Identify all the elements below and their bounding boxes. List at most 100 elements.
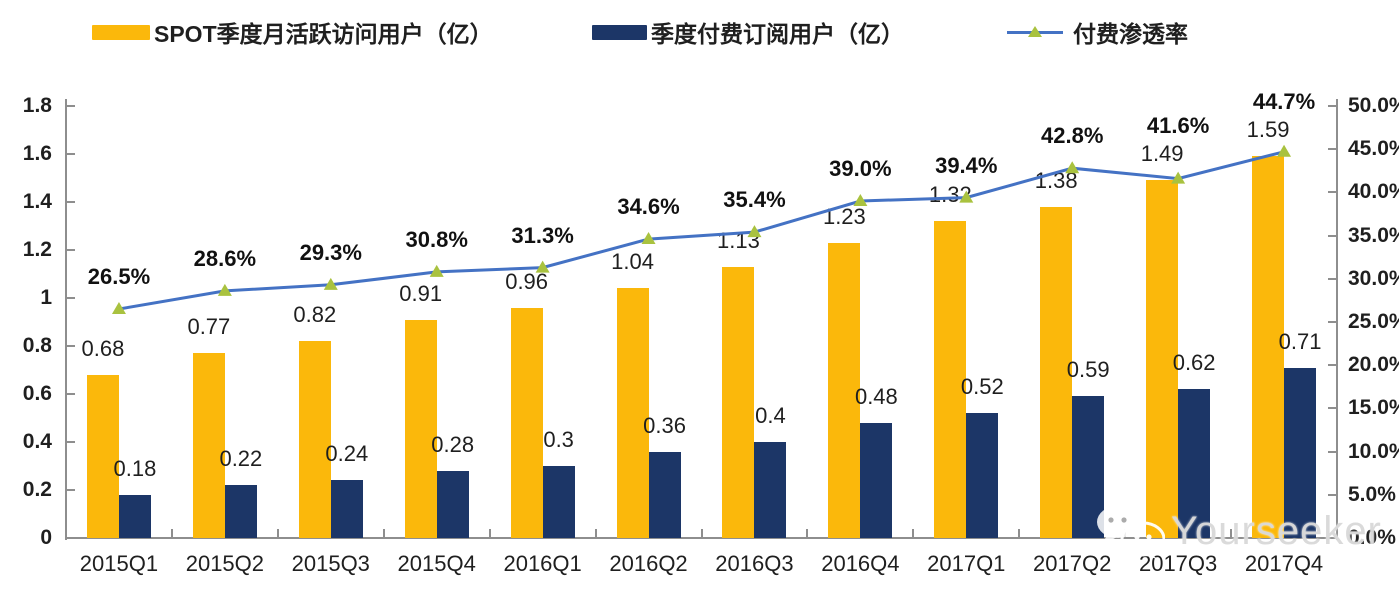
subs-bar xyxy=(1072,396,1105,538)
left-axis-tick xyxy=(67,345,75,347)
subs-bar xyxy=(966,413,999,538)
left-axis-tick xyxy=(67,537,75,539)
left-axis-tick xyxy=(67,249,75,251)
subs-bar-label: 0.59 xyxy=(1066,357,1110,383)
left-axis-tick-label: 0.6 xyxy=(22,382,52,405)
left-axis-tick xyxy=(67,393,75,395)
subs-bar xyxy=(754,442,787,538)
left-axis-tick-label: 1.4 xyxy=(22,190,52,213)
x-axis-tick xyxy=(1018,529,1021,537)
watermark-text: Yourseeker xyxy=(1171,508,1382,553)
x-axis-label: 2015Q3 xyxy=(291,551,370,576)
subs-bar-label: 0.4 xyxy=(755,403,786,428)
mau-bar xyxy=(86,374,119,538)
right-axis-tick-label: 15.0% xyxy=(1348,396,1399,420)
subs-bar-label: 0.52 xyxy=(960,374,1004,400)
right-axis-tick-label: 50.0% xyxy=(1348,94,1399,117)
right-axis-tick-label: 25.0% xyxy=(1348,310,1399,333)
left-axis-tick xyxy=(67,105,75,107)
subs-bar xyxy=(1284,367,1317,538)
left-axis-line xyxy=(65,99,67,540)
left-axis-tick-label: 1 xyxy=(40,286,52,309)
subs-bar xyxy=(542,466,575,538)
x-axis-tick xyxy=(170,529,173,537)
left-axis-tick xyxy=(67,297,75,299)
left-axis-tick-label: 1.8 xyxy=(22,94,52,117)
x-axis-tick xyxy=(1230,529,1233,537)
penetration-point-label: 42.8% xyxy=(1041,123,1104,149)
legend-swatch-subs-bar xyxy=(592,24,647,40)
subs-bar-label: 0.48 xyxy=(854,383,898,409)
x-axis-tick xyxy=(594,529,597,537)
mau-bar xyxy=(510,307,543,538)
mau-bar xyxy=(298,341,331,538)
legend-line-swatch xyxy=(1007,25,1063,37)
x-axis-tick xyxy=(382,529,385,537)
x-axis-label: 2017Q2 xyxy=(1033,551,1112,576)
subs-bar xyxy=(330,480,363,538)
right-axis-tick xyxy=(1328,234,1336,237)
left-axis-tick xyxy=(67,153,75,155)
right-axis-tick-label: 5.0% xyxy=(1348,482,1396,506)
subs-bar xyxy=(436,470,469,538)
left-axis-tick-label: 0.2 xyxy=(22,478,52,501)
mau-bar xyxy=(192,353,225,538)
right-axis-tick-label: 20.0% xyxy=(1348,353,1399,377)
right-axis-tick xyxy=(1328,537,1336,539)
subs-bar-label: 0.24 xyxy=(325,441,369,467)
right-axis-tick xyxy=(1328,105,1336,107)
right-axis-tick-label: 0.0% xyxy=(1348,526,1396,549)
subs-bar-label: 0.3 xyxy=(543,427,574,452)
wechat-icon xyxy=(1097,506,1165,559)
mau-bar-label: 0.68 xyxy=(81,335,125,361)
subs-bar-label: 0.62 xyxy=(1172,350,1216,376)
x-axis-tick xyxy=(65,529,67,537)
mau-bar xyxy=(722,266,755,538)
right-axis-tick xyxy=(1328,493,1336,496)
right-axis-tick-label: 40.0% xyxy=(1348,180,1399,204)
left-axis-tick xyxy=(67,441,75,443)
x-axis-tick xyxy=(700,529,703,537)
legend-label-subs: 季度付费订阅用户（亿） xyxy=(651,21,904,47)
penetration-point-label: 41.6% xyxy=(1146,113,1210,139)
subs-bar-label: 0.22 xyxy=(219,446,263,472)
legend-item-mau: SPOT季度月活跃访问用户（亿） xyxy=(92,18,493,47)
legend-label-penetration: 付费渗透率 xyxy=(1073,21,1188,47)
x-axis-tick xyxy=(912,529,915,537)
x-axis-tick xyxy=(488,529,491,537)
left-axis-tick-label: 0 xyxy=(40,526,52,549)
right-axis-tick-label: 10.0% xyxy=(1348,439,1399,463)
subs-bar-label: 0.36 xyxy=(643,412,686,438)
x-axis-tick xyxy=(276,529,279,537)
mau-bar-label: 0.77 xyxy=(187,314,231,340)
legend-swatch-mau-bar xyxy=(92,24,150,40)
right-axis-tick xyxy=(1328,321,1336,323)
subs-bar-label: 0.18 xyxy=(113,455,157,481)
right-axis-tick xyxy=(1328,148,1336,151)
right-axis-tick xyxy=(1328,407,1336,410)
x-axis-tick xyxy=(806,529,809,537)
mau-bar-label: 1.59 xyxy=(1246,117,1290,143)
right-axis-line xyxy=(1336,99,1338,540)
left-axis-tick-label: 0.8 xyxy=(22,334,52,357)
mau-bar xyxy=(616,288,649,538)
legend-item-penetration: 付费渗透率 xyxy=(1007,18,1188,47)
subs-bar-label: 0.28 xyxy=(431,431,475,457)
legend-item-subs: 季度付费订阅用户（亿） xyxy=(592,18,904,47)
subs-bar xyxy=(860,422,893,538)
x-axis-tick xyxy=(1336,529,1338,537)
left-axis-tick-label: 0.4 xyxy=(22,430,52,453)
subs-bar xyxy=(118,494,151,538)
penetration-point-label: 44.7% xyxy=(1252,89,1316,115)
triangle-marker-icon xyxy=(1028,25,1042,37)
x-axis-label: 2016Q1 xyxy=(503,551,582,576)
left-axis-tick-label: 1.6 xyxy=(22,142,52,165)
right-axis-tick-label: 45.0% xyxy=(1348,137,1399,161)
x-axis-label: 2016Q4 xyxy=(821,551,900,576)
left-axis-tick-label: 1.2 xyxy=(22,238,52,261)
x-axis-label: 2015Q2 xyxy=(185,551,265,576)
subs-bar-label: 0.71 xyxy=(1278,328,1322,354)
right-axis-tick-label: 30.0% xyxy=(1348,266,1399,290)
